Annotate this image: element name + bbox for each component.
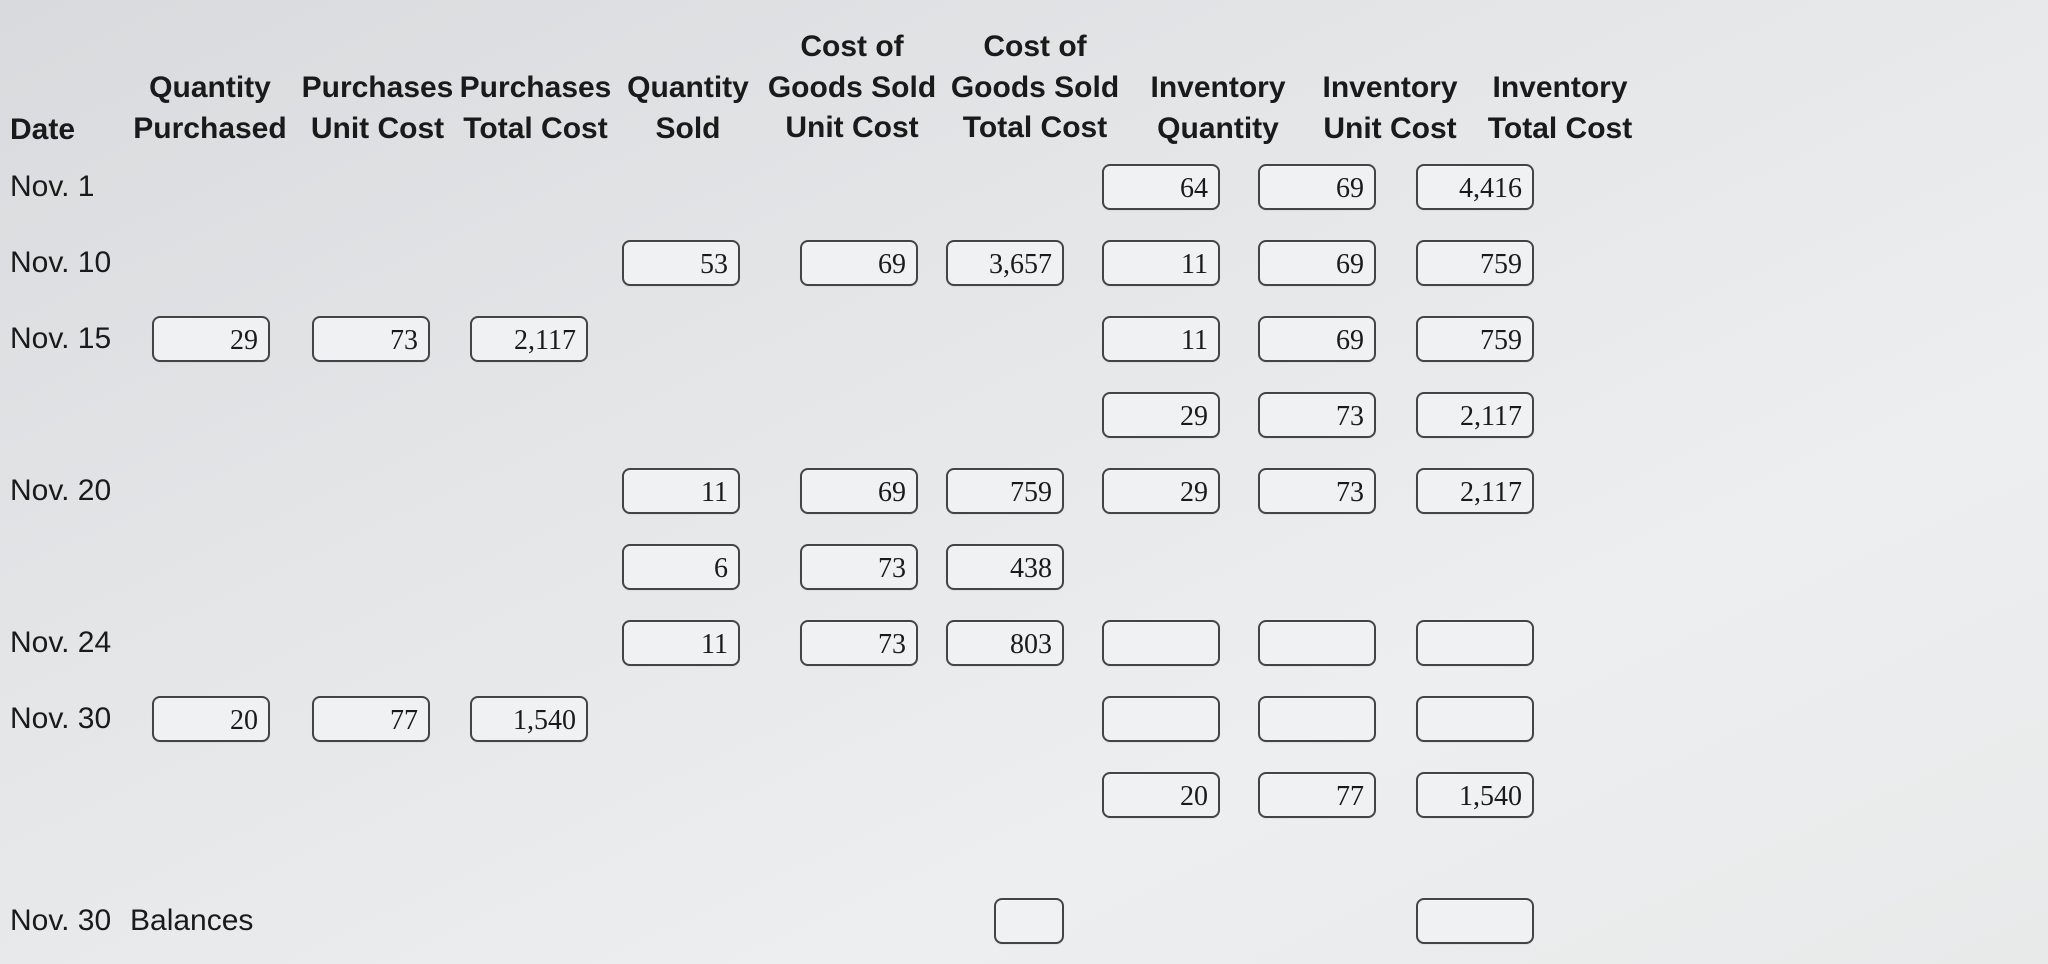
cell-r10-inv-total[interactable] xyxy=(1416,898,1534,944)
header-inv-qty: Inventory Quantity xyxy=(1128,68,1308,149)
cell-r2-qty-sold[interactable]: 53 xyxy=(622,240,740,286)
cell-r5-inv-qty[interactable]: 29 xyxy=(1102,468,1220,514)
cell-r3-inv-unit[interactable]: 69 xyxy=(1258,316,1376,362)
cell-r3-purch-total[interactable]: 2,117 xyxy=(470,316,588,362)
cell-r4-inv-total[interactable]: 2,117 xyxy=(1416,392,1534,438)
cell-r10-cogs-total[interactable] xyxy=(994,898,1064,944)
cell-r7-cogs-unit[interactable]: 73 xyxy=(800,620,918,666)
cell-r5-cogs-total[interactable]: 759 xyxy=(946,468,1064,514)
inventory-table: { "headers": { "date": "Date", "qty_purc… xyxy=(0,0,2048,964)
row-label-nov1: Nov. 1 xyxy=(10,170,94,204)
header-qty-purchased: Quantity Purchased xyxy=(125,68,295,149)
cell-r7-inv-total[interactable] xyxy=(1416,620,1534,666)
cell-r3-inv-qty[interactable]: 11 xyxy=(1102,316,1220,362)
row-label-nov30: Nov. 30 xyxy=(10,702,111,736)
cell-r2-cogs-unit[interactable]: 69 xyxy=(800,240,918,286)
cell-r8-purch-unit[interactable]: 77 xyxy=(312,696,430,742)
header-date: Date xyxy=(10,110,75,151)
row-label-nov24: Nov. 24 xyxy=(10,626,111,660)
cell-r3-purch-unit[interactable]: 73 xyxy=(312,316,430,362)
cell-r7-cogs-total[interactable]: 803 xyxy=(946,620,1064,666)
header-inv-unit: Inventory Unit Cost xyxy=(1300,68,1480,149)
cell-r6-cogs-total[interactable]: 438 xyxy=(946,544,1064,590)
row-label-nov15: Nov. 15 xyxy=(10,322,111,356)
cell-r9-inv-qty[interactable]: 20 xyxy=(1102,772,1220,818)
header-cogs-unit: Cost of Goods Sold Unit Cost xyxy=(747,27,957,149)
cell-r8-inv-unit[interactable] xyxy=(1258,696,1376,742)
cell-r3-inv-total[interactable]: 759 xyxy=(1416,316,1534,362)
cell-r9-inv-total[interactable]: 1,540 xyxy=(1416,772,1534,818)
cell-r1-inv-qty[interactable]: 64 xyxy=(1102,164,1220,210)
cell-r7-qty-sold[interactable]: 11 xyxy=(622,620,740,666)
cell-r5-inv-unit[interactable]: 73 xyxy=(1258,468,1376,514)
cell-r7-inv-qty[interactable] xyxy=(1102,620,1220,666)
cell-r3-qty-purchased[interactable]: 29 xyxy=(152,316,270,362)
cell-r8-inv-total[interactable] xyxy=(1416,696,1534,742)
row-label-nov10: Nov. 10 xyxy=(10,246,111,280)
header-qty-sold: Quantity Sold xyxy=(613,68,763,149)
cell-r8-inv-qty[interactable] xyxy=(1102,696,1220,742)
cell-r2-inv-total[interactable]: 759 xyxy=(1416,240,1534,286)
cell-r4-inv-qty[interactable]: 29 xyxy=(1102,392,1220,438)
header-inv-total: Inventory Total Cost xyxy=(1470,68,1650,149)
header-purch-total: Purchases Total Cost xyxy=(448,68,623,149)
cell-r2-inv-unit[interactable]: 69 xyxy=(1258,240,1376,286)
row-label-nov20: Nov. 20 xyxy=(10,474,111,508)
header-purch-unit: Purchases Unit Cost xyxy=(290,68,465,149)
cell-r8-purch-total[interactable]: 1,540 xyxy=(470,696,588,742)
cell-r6-qty-sold[interactable]: 6 xyxy=(622,544,740,590)
cell-r1-inv-total[interactable]: 4,416 xyxy=(1416,164,1534,210)
cell-r8-qty-purchased[interactable]: 20 xyxy=(152,696,270,742)
cell-r5-inv-total[interactable]: 2,117 xyxy=(1416,468,1534,514)
balances-label: Balances xyxy=(130,904,253,938)
cell-r2-inv-qty[interactable]: 11 xyxy=(1102,240,1220,286)
cell-r2-cogs-total[interactable]: 3,657 xyxy=(946,240,1064,286)
cell-r5-cogs-unit[interactable]: 69 xyxy=(800,468,918,514)
cell-r4-inv-unit[interactable]: 73 xyxy=(1258,392,1376,438)
cell-r5-qty-sold[interactable]: 11 xyxy=(622,468,740,514)
cell-r7-inv-unit[interactable] xyxy=(1258,620,1376,666)
row-label-nov30-bal: Nov. 30 xyxy=(10,904,111,938)
header-cogs-total: Cost of Goods Sold Total Cost xyxy=(930,27,1140,149)
cell-r6-cogs-unit[interactable]: 73 xyxy=(800,544,918,590)
cell-r1-inv-unit[interactable]: 69 xyxy=(1258,164,1376,210)
cell-r9-inv-unit[interactable]: 77 xyxy=(1258,772,1376,818)
